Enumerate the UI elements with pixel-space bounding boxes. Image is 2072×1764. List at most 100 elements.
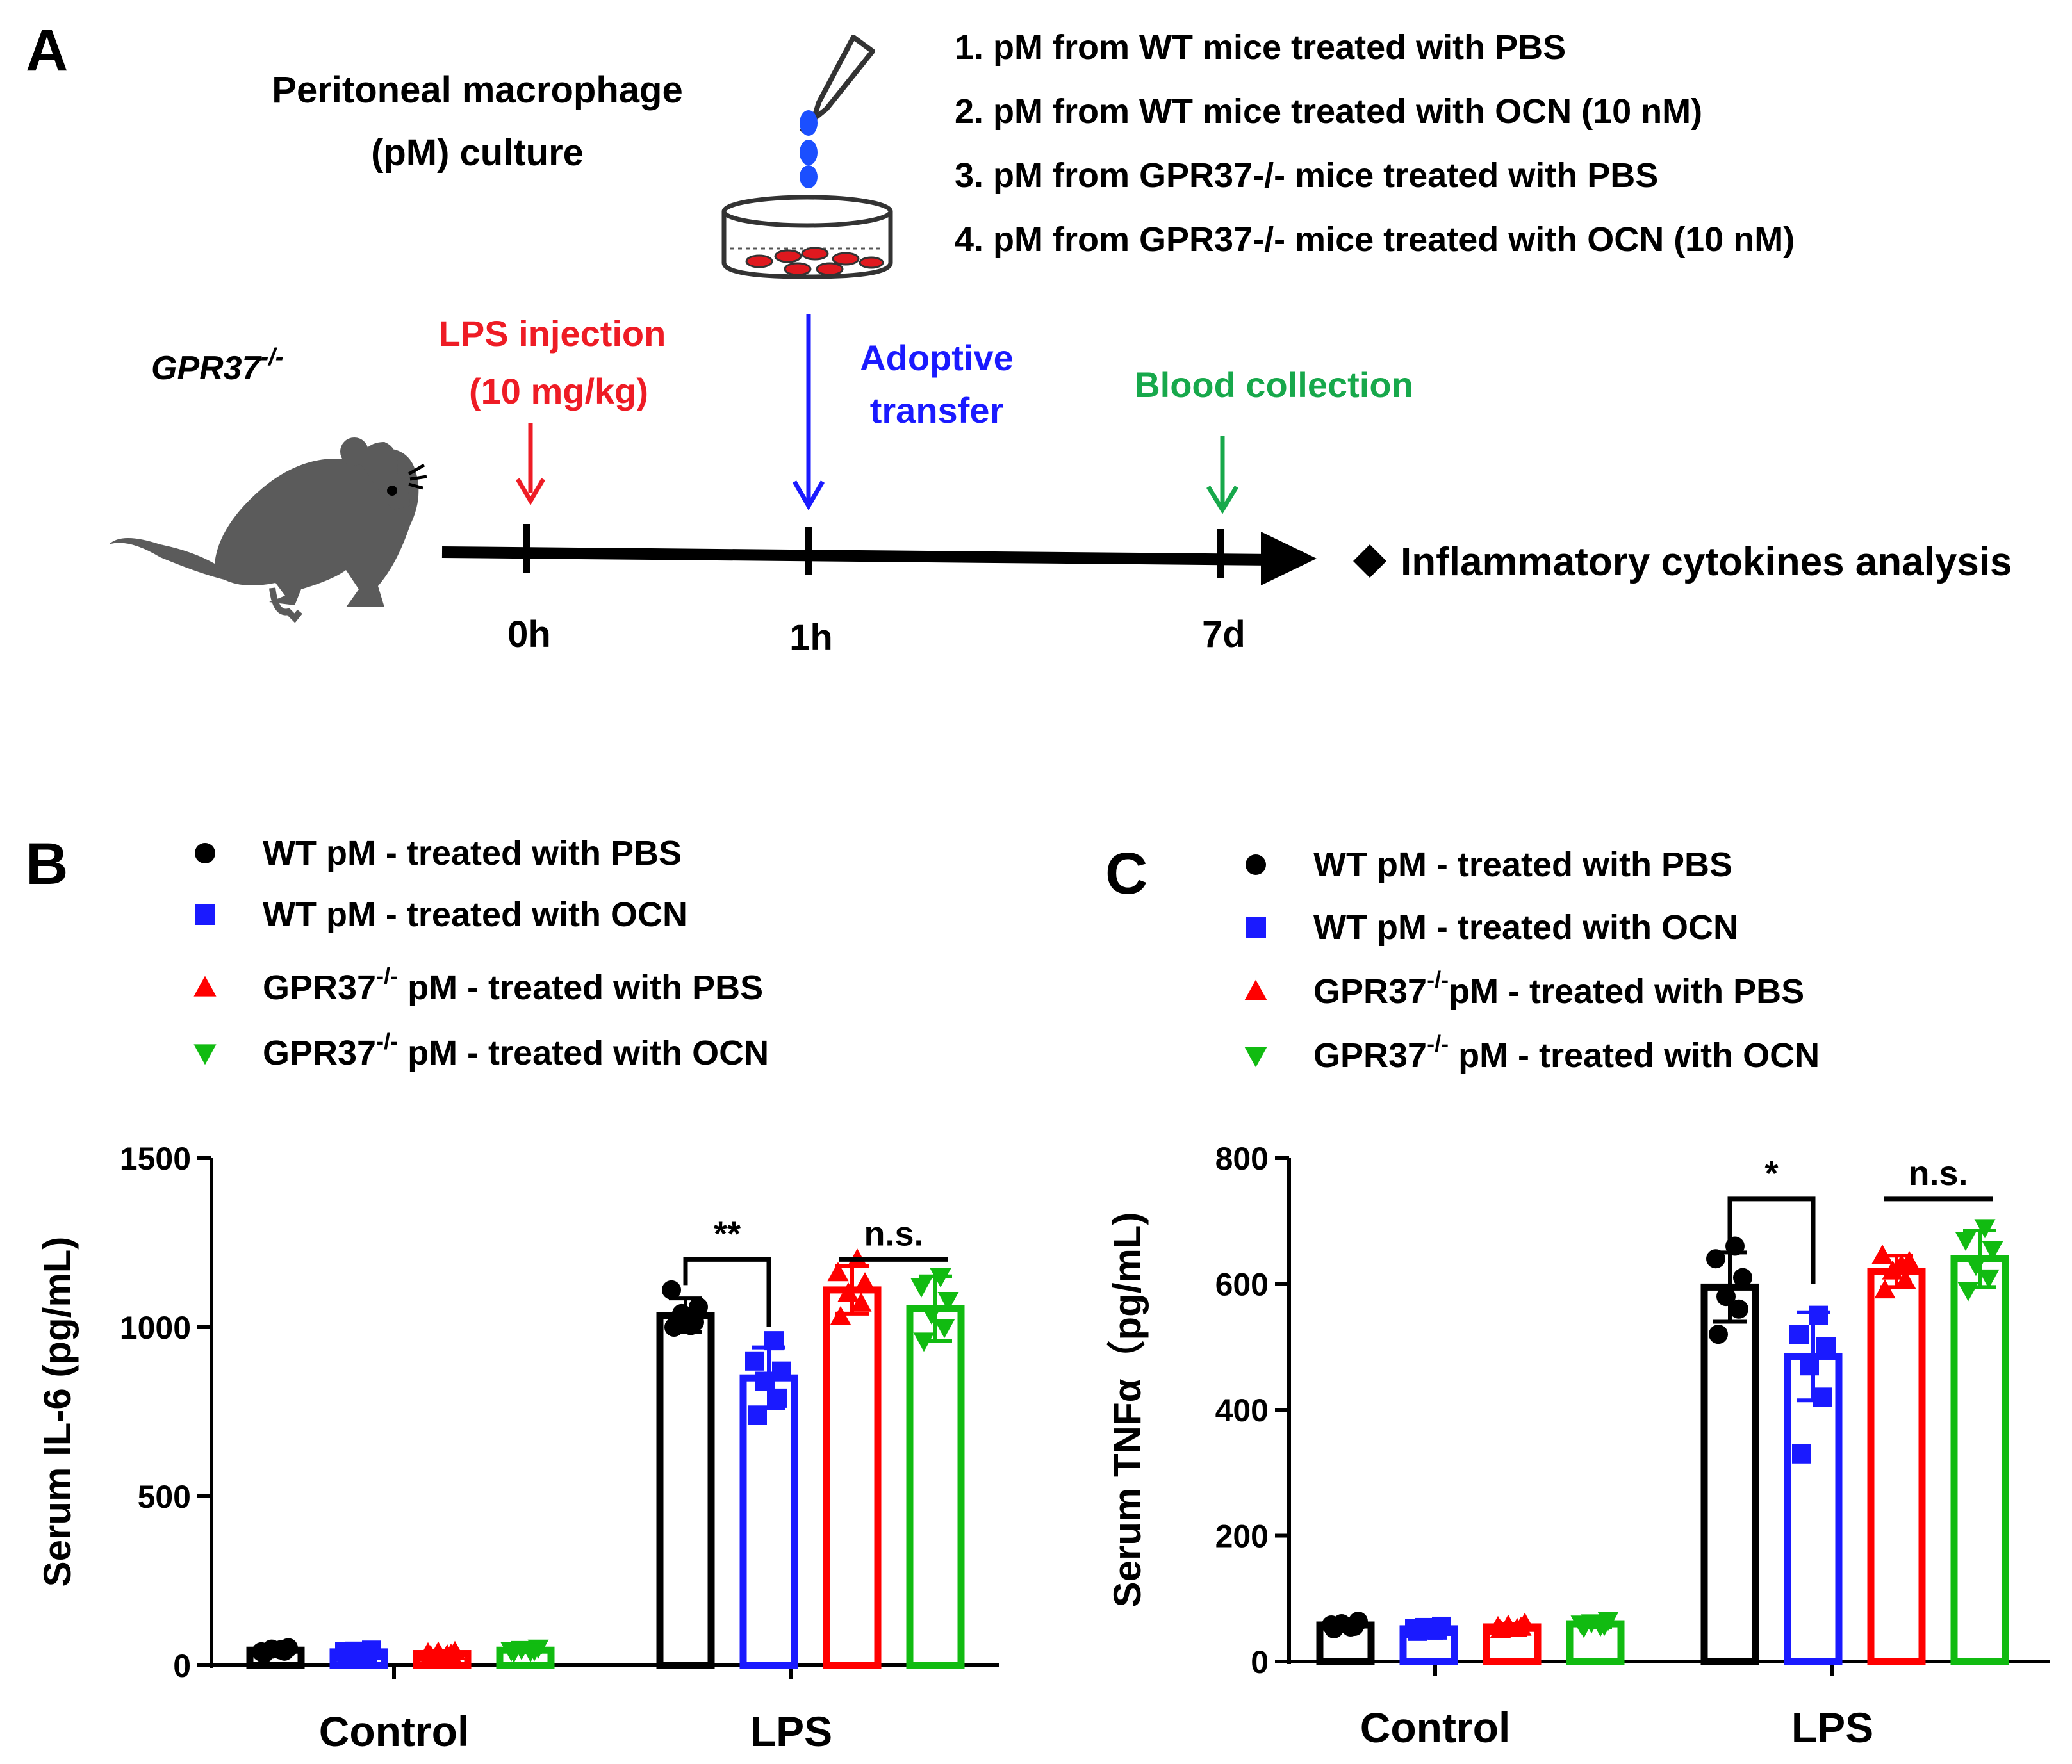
x-category-label: LPS	[750, 1708, 832, 1755]
bar	[1867, 1268, 1926, 1665]
blood-arrow-icon	[1206, 436, 1238, 514]
data-point	[768, 1388, 787, 1408]
data-point	[937, 1292, 959, 1312]
legend-entry-text: GPR37	[263, 1034, 376, 1072]
legend-entry: GPR37-/- pM - treated with OCN	[1313, 1031, 1820, 1075]
legend-entry-text: WT pM - treated with PBS	[1313, 845, 1732, 884]
data-point	[1405, 1619, 1424, 1638]
data-point	[1789, 1325, 1809, 1344]
panel-a-label: A	[26, 18, 68, 83]
blood-label: Blood collection	[1134, 364, 1413, 405]
legend-entry-rest: pM - treated with PBS	[1449, 972, 1804, 1011]
data-point	[1816, 1337, 1836, 1357]
y-tick-label: 1000	[120, 1310, 191, 1346]
legend-entry-text: GPR37	[263, 968, 376, 1007]
legend-marker-square	[195, 904, 215, 925]
bar	[906, 1305, 965, 1669]
data-point	[1874, 1279, 1896, 1299]
legend-marker-triangle-down	[1244, 1047, 1267, 1068]
data-point	[1341, 1617, 1360, 1637]
y-tick-label: 600	[1215, 1267, 1269, 1303]
legend-entry: WT pM - treated with OCN	[263, 895, 687, 934]
culture-label-line1: Peritoneal macrophage	[272, 69, 682, 111]
data-point	[1733, 1268, 1752, 1287]
legend-entry-sup: -/-	[1427, 967, 1449, 993]
significance-label: n.s.	[864, 1214, 923, 1253]
diamond-icon	[1353, 544, 1386, 578]
data-point	[1982, 1241, 2003, 1261]
legend-entry: GPR37-/-pM - treated with PBS	[1313, 967, 1804, 1011]
data-point	[913, 1332, 935, 1352]
data-point	[933, 1319, 955, 1339]
timepoint-1h: 1h	[789, 617, 833, 658]
data-point	[764, 1331, 784, 1351]
data-point	[500, 1642, 522, 1662]
data-point	[910, 1278, 932, 1298]
data-point	[830, 1305, 851, 1325]
petri-dish-icon	[721, 195, 893, 279]
data-point	[1487, 1615, 1509, 1635]
adoptive-arrow-icon	[792, 314, 825, 510]
y-tick-label: 500	[138, 1479, 191, 1515]
data-point	[745, 1351, 764, 1371]
significance-bracket	[1727, 1196, 1816, 1284]
lps-label-line1: LPS injection	[439, 313, 666, 354]
data-point	[921, 1305, 942, 1325]
analysis-label: Inflammatory cytokines analysis	[1401, 540, 2012, 584]
data-point	[1974, 1219, 1996, 1239]
legend-marker-circle	[195, 843, 215, 863]
data-point	[850, 1292, 872, 1312]
data-point	[772, 1361, 791, 1381]
data-point	[335, 1642, 354, 1662]
data-point	[1891, 1254, 1912, 1273]
data-point	[1792, 1444, 1811, 1464]
data-point	[1729, 1299, 1748, 1319]
data-point	[662, 1280, 681, 1300]
data-point	[689, 1297, 708, 1317]
data-point	[681, 1316, 700, 1335]
data-point	[748, 1405, 767, 1425]
condition-4: 4. pM from GPR37-/- mice treated with OC…	[955, 220, 1795, 259]
data-point	[755, 1371, 775, 1391]
y-tick-label: 200	[1215, 1519, 1269, 1555]
significance-label: *	[1764, 1154, 1778, 1193]
data-point	[271, 1640, 290, 1660]
condition-3: 3. pM from GPR37-/- mice treated with PB…	[955, 156, 1658, 195]
bar	[1700, 1283, 1759, 1665]
timepoint-0h: 0h	[507, 614, 551, 655]
y-tick-label: 800	[1215, 1141, 1269, 1177]
data-point	[837, 1282, 859, 1302]
y-axis-label: Serum TNFα（pg/mL)	[1106, 1213, 1149, 1608]
bar	[823, 1286, 882, 1669]
legend-marker-triangle-up	[1244, 979, 1267, 1000]
timeline-axis	[441, 524, 1317, 585]
legend: WT pM - treated with PBS WT pM - treated …	[193, 834, 769, 1072]
data-point	[1800, 1356, 1819, 1376]
adoptive-label-line1: Adoptive	[860, 338, 1014, 378]
legend-entry-sup: -/-	[376, 963, 398, 989]
data-point	[1706, 1249, 1725, 1269]
lps-arrow-icon	[515, 423, 546, 505]
legend-entry-rest: pM - treated with OCN	[398, 1034, 769, 1072]
data-point	[436, 1644, 458, 1663]
x-category-label: Control	[319, 1708, 470, 1755]
significance-label: n.s.	[1908, 1154, 1968, 1193]
y-axis-label: Serum IL-6 (pg/mL)	[36, 1237, 79, 1587]
legend-entry: GPR37-/- pM - treated with PBS	[263, 963, 763, 1007]
lps-label-line2: (10 mg/kg)	[469, 371, 648, 411]
legend-entry: GPR37-/- pM - treated with OCN	[263, 1028, 769, 1072]
adoptive-label-line2: transfer	[870, 390, 1004, 430]
legend-entry-rest: pM - treated with PBS	[398, 968, 763, 1007]
data-point	[1709, 1325, 1728, 1344]
panel-a: A Peritoneal macrophage (pM) culture	[26, 18, 2012, 658]
legend-marker-circle	[1246, 854, 1266, 875]
data-point	[417, 1642, 439, 1662]
data-point	[1871, 1245, 1893, 1264]
data-point	[1506, 1617, 1528, 1637]
timepoint-7d: 7d	[1202, 614, 1246, 655]
y-tick-label: 1500	[120, 1141, 191, 1177]
legend-entry-sup: -/-	[376, 1028, 398, 1054]
data-point	[827, 1262, 849, 1282]
culture-label-line2: (pM) culture	[371, 132, 584, 174]
